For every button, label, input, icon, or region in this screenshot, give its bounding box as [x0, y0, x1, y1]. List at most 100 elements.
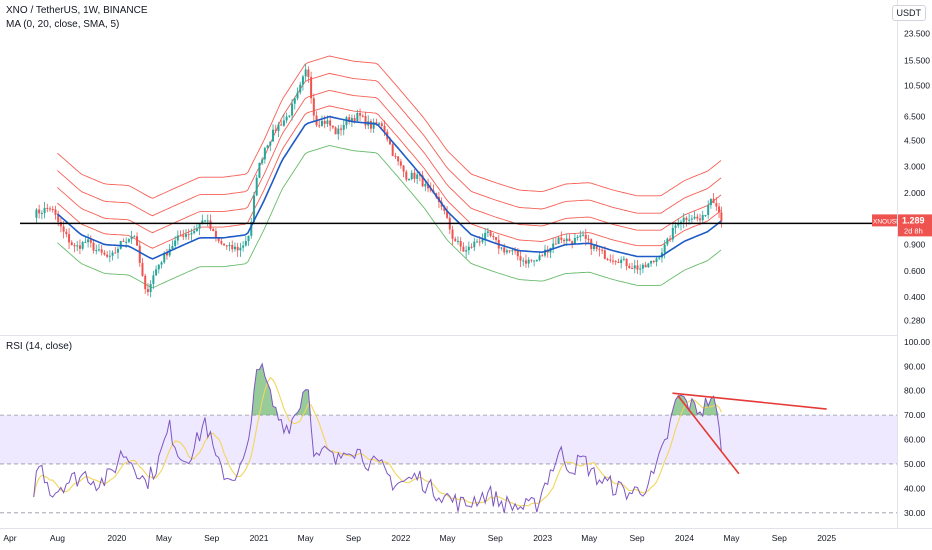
candle-body	[527, 259, 530, 264]
candle-body	[348, 117, 351, 122]
candle-body	[408, 179, 411, 181]
candle-body	[326, 120, 329, 124]
candle-body	[495, 237, 498, 240]
candle-body	[342, 124, 345, 130]
candle-body	[688, 219, 691, 221]
candle-body	[500, 247, 503, 249]
time-tick-label: Sep	[772, 533, 787, 543]
rsi-tick-label: 100.00	[904, 337, 930, 347]
candle-body	[489, 231, 492, 236]
candle-body	[399, 161, 402, 166]
candle-body	[258, 162, 261, 178]
price-tag-value: 1.289	[902, 215, 925, 225]
candle-body	[671, 227, 674, 240]
candle-body	[307, 69, 310, 77]
candle-body	[524, 260, 527, 264]
candle-body	[108, 255, 111, 257]
time-tick-label: May	[298, 533, 315, 543]
candle-body	[402, 165, 405, 172]
candle-body	[168, 248, 171, 256]
candle-body	[70, 242, 73, 246]
candle-body	[209, 220, 212, 230]
candle-body	[179, 235, 182, 237]
candle-body	[595, 245, 598, 249]
price-tick-label: 15.500	[904, 55, 930, 65]
candle-body	[122, 240, 125, 242]
candle-body	[176, 235, 179, 241]
candle-body	[144, 275, 147, 290]
candle-body	[427, 183, 430, 189]
candle-body	[165, 252, 168, 256]
candle-body	[73, 245, 76, 247]
candle-body	[530, 259, 533, 261]
candle-body	[65, 231, 68, 235]
symbol-tag-text: XNOUSDT	[873, 218, 905, 225]
candle-body	[51, 209, 54, 211]
candle-body	[663, 244, 666, 253]
candle-body	[492, 235, 495, 238]
candle-body	[155, 269, 158, 276]
candle-body	[538, 255, 541, 261]
candle-body	[413, 172, 416, 179]
candle-body	[163, 252, 166, 263]
candle-body	[304, 69, 307, 77]
candle-body	[628, 266, 631, 268]
candle-body	[318, 125, 321, 127]
candle-body	[701, 215, 704, 221]
candle-body	[516, 250, 519, 257]
candle-body	[644, 264, 647, 268]
candle-body	[95, 250, 98, 252]
candle-body	[81, 242, 84, 249]
candle-body	[350, 118, 353, 122]
candle-body	[459, 240, 462, 247]
candle-body	[699, 218, 702, 221]
candle-body	[54, 209, 57, 215]
band-line-1	[57, 55, 722, 199]
candle-body	[446, 210, 449, 218]
candle-body	[470, 246, 473, 248]
band-line-5	[57, 145, 722, 289]
candle-body	[233, 246, 236, 250]
candle-body	[560, 237, 563, 240]
candle-body	[236, 246, 239, 251]
candle-body	[655, 258, 658, 262]
candle-body	[201, 220, 204, 225]
candle-body	[563, 239, 566, 242]
candle-body	[288, 115, 291, 117]
candle-body	[690, 218, 693, 220]
candle-body	[174, 240, 177, 247]
candle-body	[378, 123, 381, 125]
candle-body	[320, 120, 323, 126]
candle-body	[394, 155, 397, 157]
candle-body	[182, 235, 185, 237]
candle-body	[682, 217, 685, 222]
candle-body	[152, 275, 155, 284]
time-tick-label: 2022	[391, 533, 410, 543]
time-tick-label: May	[581, 533, 598, 543]
candle-body	[361, 115, 364, 117]
candle-body	[185, 234, 188, 237]
currency-button[interactable]: USDT	[891, 5, 926, 21]
candle-body	[225, 245, 228, 247]
candle-body	[299, 84, 302, 93]
candle-body	[277, 124, 280, 131]
candle-body	[601, 249, 604, 251]
candle-body	[606, 258, 609, 260]
candle-body	[340, 128, 343, 130]
candle-body	[465, 250, 468, 252]
candle-body	[111, 252, 114, 256]
candle-body	[136, 236, 139, 246]
candle-body	[334, 127, 337, 135]
candle-body	[709, 198, 712, 206]
candle-body	[514, 250, 517, 252]
candle-body	[451, 229, 454, 239]
candle-body	[658, 257, 661, 259]
candle-body	[473, 241, 476, 248]
ma-line	[56, 115, 722, 260]
candle-body	[424, 183, 427, 187]
candle-body	[280, 124, 283, 126]
candle-body	[614, 260, 617, 262]
price-tick-label: 10.500	[904, 81, 930, 91]
candle-body	[359, 113, 362, 116]
rsi-band-fill	[0, 415, 897, 464]
